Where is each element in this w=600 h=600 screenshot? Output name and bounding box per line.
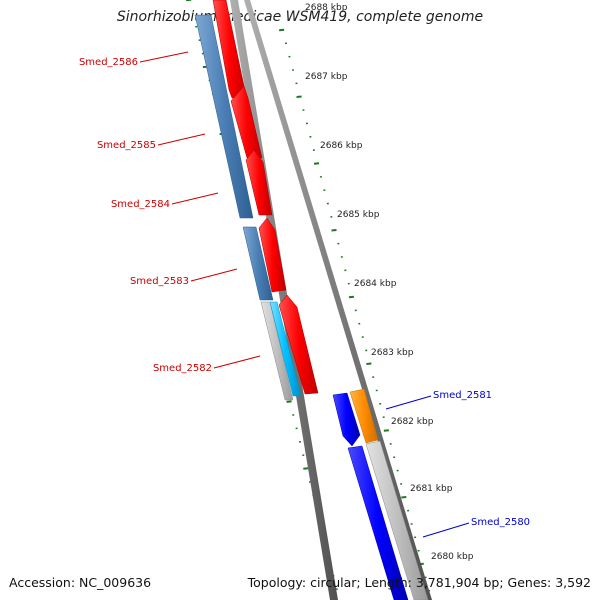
tick-mark [331, 228, 337, 232]
leader-line [171, 192, 219, 205]
cds-arrow-2583[interactable] [258, 217, 287, 293]
gene-band-2586-2584[interactable] [194, 14, 254, 219]
leader-line [190, 268, 238, 282]
cds-arrow-2582[interactable] [278, 294, 319, 395]
tick-mark [401, 495, 407, 499]
gene-band-2583[interactable] [242, 226, 274, 301]
leader-line [213, 355, 261, 369]
accession-text: Accession: NC_009636 [9, 575, 152, 590]
ruler-label: 2683 kbp [371, 348, 414, 358]
gene-label-smed-2581[interactable]: Smed_2581 [433, 390, 492, 401]
gene-band-2582[interactable] [260, 301, 294, 401]
gene-label-smed-2584[interactable]: Smed_2584 [111, 199, 170, 210]
tick-mark [348, 295, 355, 299]
ruler-label: 2681 kbp [410, 484, 453, 494]
ruler-label: 2686 kbp [320, 141, 363, 151]
leader-line [385, 395, 432, 410]
cds-band-2580[interactable] [347, 445, 409, 600]
leader-line [157, 133, 206, 146]
ruler-label: 2680 kbp [431, 552, 474, 562]
gene-labels: Smed_2586 Smed_2585 Smed_2584 Smed_2583 … [79, 51, 530, 538]
misc-feature-2581[interactable] [349, 388, 379, 444]
tick-mark [279, 28, 285, 32]
leader-line [422, 522, 470, 538]
gene-label-smed-2586[interactable]: Smed_2586 [79, 57, 138, 68]
cds-arrow-2584[interactable] [245, 149, 273, 216]
tick-mark [366, 362, 372, 365]
cds-arrow-2581[interactable] [332, 392, 361, 447]
ruler-label: 2688 kbp [305, 3, 348, 13]
tick-mark [383, 429, 389, 432]
gene-label-smed-2585[interactable]: Smed_2585 [97, 140, 156, 151]
ruler-labels: 2688 kbp 2687 kbp 2686 kbp 2685 kbp 2684… [305, 3, 474, 562]
gene-band-2580[interactable] [365, 440, 429, 600]
tick-mark [313, 162, 320, 165]
gene-label-smed-2583[interactable]: Smed_2583 [130, 276, 189, 287]
gene-label-smed-2582[interactable]: Smed_2582 [153, 363, 212, 374]
topology-text: Topology: circular; Length: 3,781,904 bp… [247, 575, 591, 590]
ruler-label: 2685 kbp [337, 210, 380, 220]
cds-arrow-2585[interactable] [230, 85, 263, 159]
gene-label-smed-2580[interactable]: Smed_2580 [471, 517, 530, 528]
features [194, 0, 429, 600]
tick-mark [296, 95, 302, 98]
rna-band-2582[interactable] [269, 301, 302, 397]
ruler-label: 2687 kbp [305, 72, 348, 82]
leader-line [139, 51, 189, 63]
ruler-label: 2684 kbp [354, 279, 397, 289]
ruler-label: 2682 kbp [391, 417, 434, 427]
plus-strand-outline [244, 0, 432, 600]
